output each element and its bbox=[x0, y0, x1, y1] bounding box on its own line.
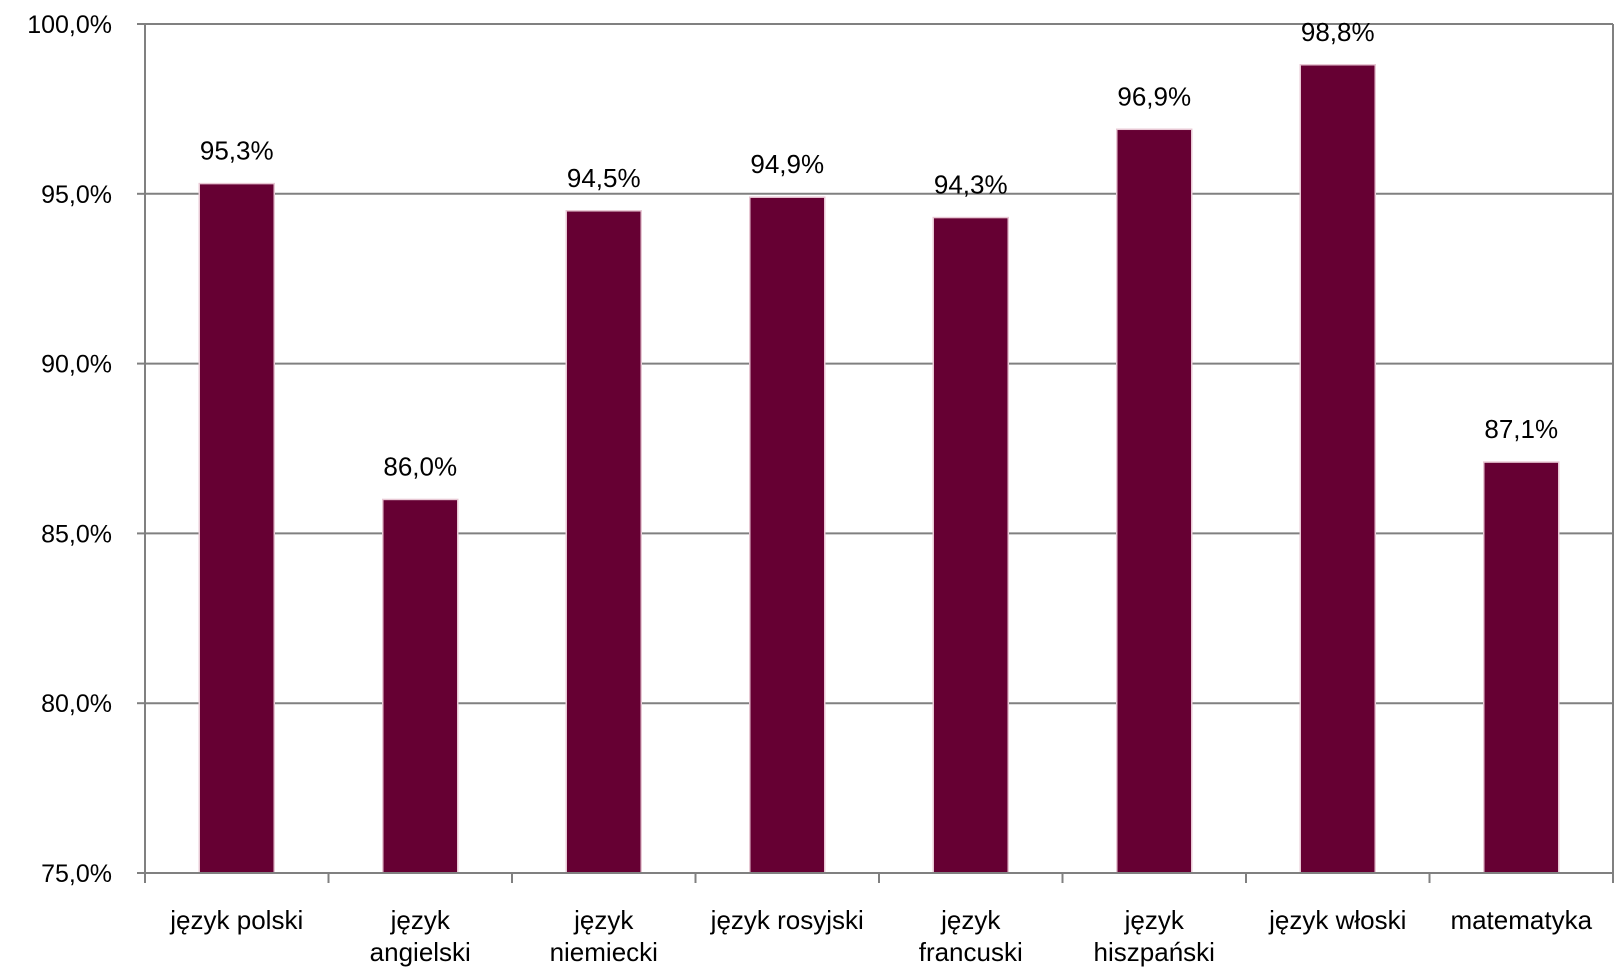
data-label: 98,8% bbox=[1301, 17, 1375, 47]
y-tick-label: 75,0% bbox=[41, 860, 112, 888]
grid-lines bbox=[145, 23, 1613, 705]
bar bbox=[1483, 461, 1560, 874]
y-tick-label: 90,0% bbox=[41, 351, 112, 379]
data-label: 95,3% bbox=[200, 136, 274, 166]
axes bbox=[144, 23, 1614, 874]
bar bbox=[1299, 64, 1376, 874]
y-tick-label: 80,0% bbox=[41, 690, 112, 718]
category-label: język angielski bbox=[370, 905, 471, 967]
category-label-line: język bbox=[390, 905, 451, 935]
category-label-line: język rosyjski bbox=[710, 905, 864, 935]
data-label: 96,9% bbox=[1117, 81, 1191, 111]
category-label-line: hiszpański bbox=[1094, 937, 1215, 967]
category-label-line: język bbox=[573, 905, 634, 935]
category-label: język niemiecki bbox=[550, 905, 658, 967]
category-label: język francuski bbox=[919, 905, 1023, 967]
category-label-line: niemiecki bbox=[550, 937, 658, 967]
category-label-line: matematyka bbox=[1450, 905, 1592, 935]
category-label-line: język bbox=[940, 905, 1001, 935]
bar bbox=[932, 216, 1009, 874]
data-label: 87,1% bbox=[1484, 414, 1558, 444]
category-label-line: język włoski bbox=[1268, 905, 1406, 935]
data-label: 94,9% bbox=[750, 149, 824, 179]
category-label: język włoski bbox=[1268, 905, 1406, 935]
data-labels: 95,3% 86,0% 94,5% 94,9% 94,3% 96,9% 98,8% 87,1% bbox=[200, 17, 1558, 482]
category-label: język rosyjski bbox=[710, 905, 864, 935]
category-label-line: angielski bbox=[370, 937, 471, 967]
y-tick-label: 95,0% bbox=[41, 181, 112, 209]
y-axis-tick-labels: 75,0% 80,0% 85,0% 90,0% 95,0% 100,0% bbox=[27, 11, 145, 888]
data-label: 86,0% bbox=[383, 451, 457, 481]
category-label: język hiszpański bbox=[1094, 905, 1215, 967]
bar bbox=[382, 498, 459, 874]
bar bbox=[198, 182, 275, 874]
x-axis-tick-marks bbox=[144, 873, 1614, 883]
y-tick-label: 100,0% bbox=[27, 11, 112, 39]
data-label: 94,3% bbox=[934, 170, 1008, 200]
category-label-line: język bbox=[1124, 905, 1185, 935]
bar bbox=[1116, 128, 1193, 874]
bar bbox=[749, 196, 826, 874]
bars bbox=[198, 64, 1560, 874]
data-label: 94,5% bbox=[567, 163, 641, 193]
y-tick-label: 85,0% bbox=[41, 520, 112, 548]
category-label: język polski bbox=[169, 905, 303, 935]
bar bbox=[565, 210, 642, 874]
category-label-line: język polski bbox=[169, 905, 303, 935]
category-label-line: francuski bbox=[919, 937, 1023, 967]
category-label: matematyka bbox=[1450, 905, 1592, 935]
